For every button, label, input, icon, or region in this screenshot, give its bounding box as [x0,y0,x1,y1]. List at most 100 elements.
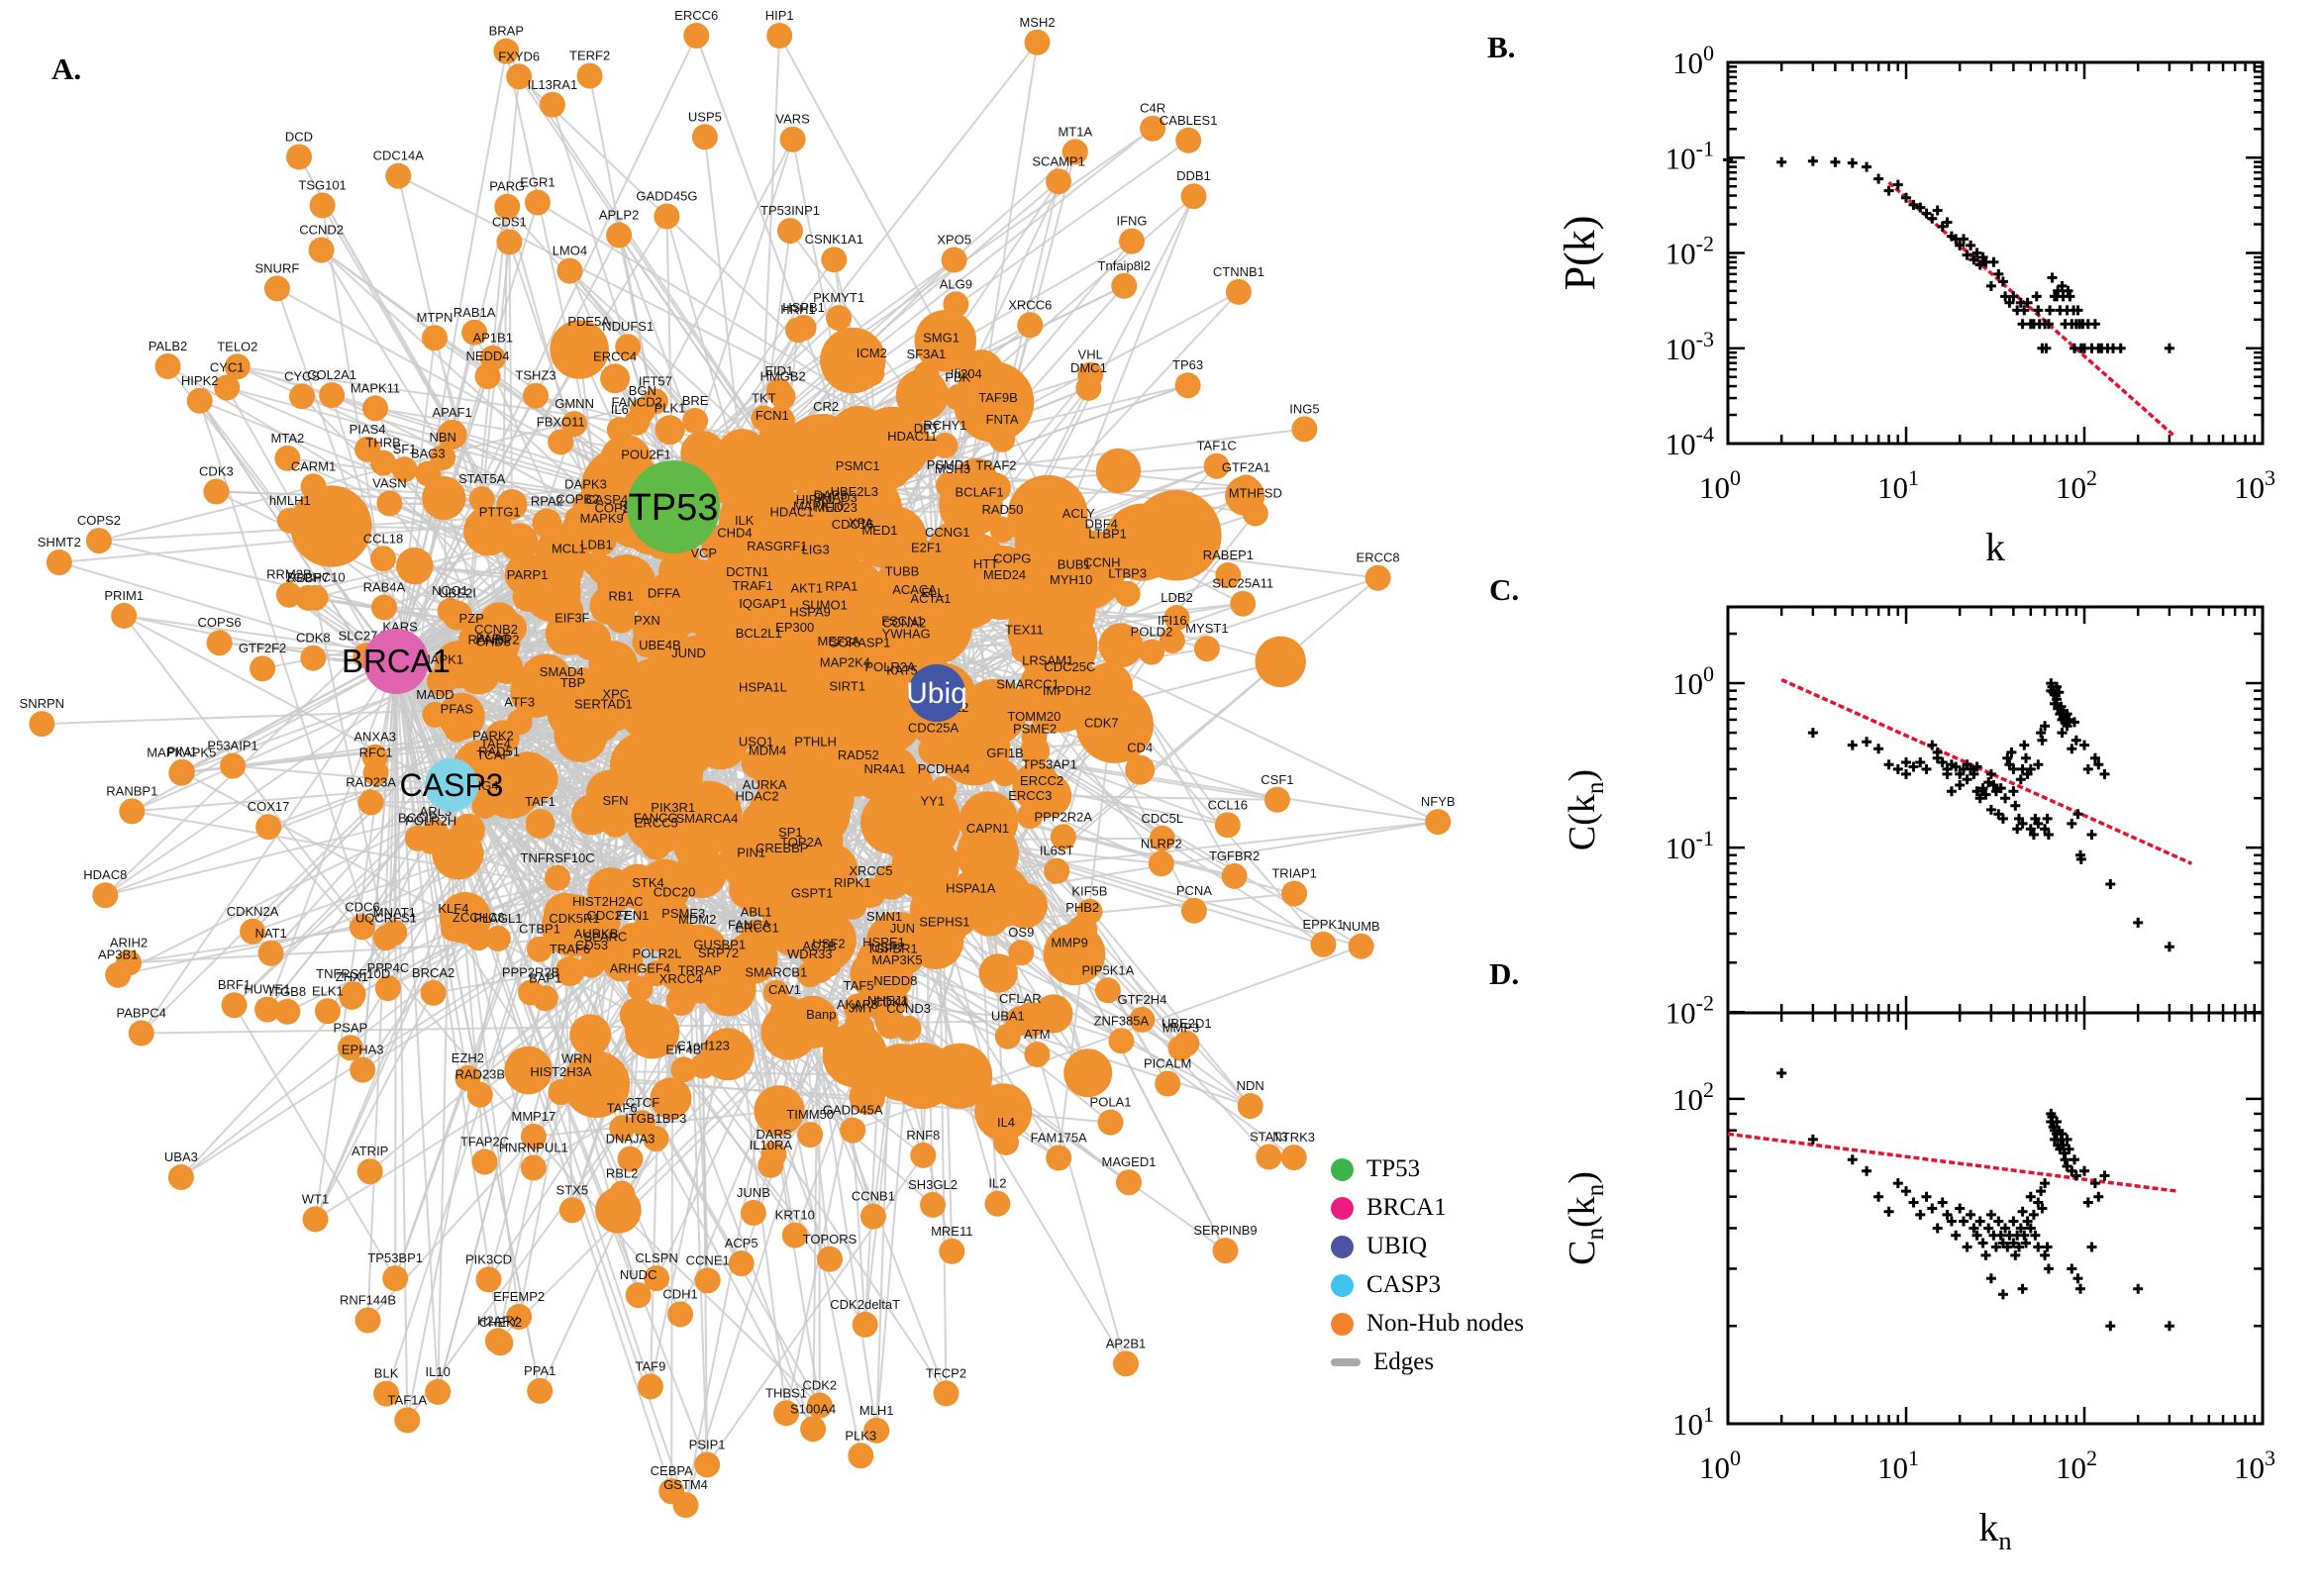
svg-text:TFAP2C: TFAP2C [460,1135,509,1149]
svg-text:SUMO1: SUMO1 [802,598,848,613]
svg-text:RCHY1: RCHY1 [923,418,966,433]
network-gene-labels: USF2ICM2CDC6COPS6COPS2COPS3BCCIPCCNB1CDK… [20,8,1456,1492]
svg-text:HTT: HTT [973,556,998,571]
svg-text:IL13RA1: IL13RA1 [528,77,578,92]
svg-text:IL10: IL10 [426,1364,451,1379]
svg-text:MSH2: MSH2 [1019,15,1055,30]
svg-text:XPC: XPC [602,687,629,702]
svg-text:CFLAR: CFLAR [999,991,1042,1006]
svg-text:UQCRFS1: UQCRFS1 [355,910,417,925]
svg-text:FNTA: FNTA [986,412,1019,427]
plot-panel-B: 100 101 102 103 100 10-1 10-2 10-3 10-4 k P(k) [1556,41,2275,569]
y-tick-label-C: 10-1 [1666,826,1714,865]
svg-text:PDE5A: PDE5A [567,314,610,329]
svg-text:LTBP1: LTBP1 [1088,527,1127,542]
svg-text:EFEMP2: EFEMP2 [493,1289,545,1304]
svg-text:BGN: BGN [629,383,656,398]
svg-text:NBN: NBN [429,430,455,445]
x-axis-label-D: kn [1978,1505,2011,1555]
svg-text:JUN: JUN [890,921,915,936]
svg-text:PARK2: PARK2 [472,729,514,744]
svg-text:CABLES1: CABLES1 [1160,113,1218,128]
y-tick-label-B: 10-1 [1666,136,1714,175]
svg-text:IFI16: IFI16 [1158,613,1187,628]
svg-text:MED23: MED23 [815,500,858,515]
svg-text:POLD2: POLD2 [1131,625,1173,640]
svg-text:CTNNB1: CTNNB1 [1213,264,1264,279]
svg-text:ZCCHC10: ZCCHC10 [286,570,346,585]
network-nonhub-nodes [29,23,1452,1519]
svg-text:RANBP2: RANBP2 [467,633,519,648]
svg-text:PZP: PZP [459,611,484,626]
svg-text:MYST1: MYST1 [1185,621,1228,636]
svg-text:ALG9: ALG9 [940,276,972,291]
svg-text:RAD52: RAD52 [838,748,879,762]
x-tick-label-B: 100 [1699,465,1741,505]
svg-text:JUNB: JUNB [737,1185,770,1200]
svg-text:CDC27: CDC27 [586,908,629,923]
svg-text:CYCS: CYCS [284,368,320,383]
hub-node-ubiq [908,664,965,722]
svg-text:PLK1: PLK1 [655,400,686,415]
svg-text:PPP4C: PPP4C [367,960,410,975]
fit-line-D [1727,1132,2177,1193]
svg-text:NDN: NDN [1237,1078,1264,1093]
svg-text:MAPKAPK5: MAPKAPK5 [147,746,216,760]
y-axis-label-C: C(kn) [1562,769,1609,850]
svg-text:RPA1: RPA1 [825,578,858,593]
svg-text:CDK2deltaT: CDK2deltaT [830,1297,900,1312]
svg-text:SNRPN: SNRPN [20,696,65,711]
svg-text:HNRNPUL1: HNRNPUL1 [499,1141,568,1155]
network-legend: TP53 BRCA1 UBIQ CASP3 Non-Hub nodes Edges [1331,1155,1524,1388]
svg-text:ACTA1: ACTA1 [910,591,951,606]
svg-text:MDM2: MDM2 [678,912,716,927]
svg-text:HRH1: HRH1 [780,302,815,317]
svg-text:IL4: IL4 [997,1115,1015,1130]
svg-text:KAT5: KAT5 [886,662,918,677]
svg-text:SF3A1: SF3A1 [907,347,947,361]
svg-text:COX17: COX17 [248,799,290,814]
svg-text:GSPT1: GSPT1 [791,886,834,901]
svg-text:UBE4B: UBE4B [639,638,681,652]
svg-text:XRCC4: XRCC4 [659,971,703,986]
legend-item-tp53: TP53 [1331,1155,1524,1182]
svg-text:TP53BP1: TP53BP1 [367,1250,423,1265]
svg-text:APAF1: APAF1 [432,405,471,420]
svg-text:TIMM50: TIMM50 [786,1107,834,1122]
y-tick-label-D: 102 [1672,1077,1714,1117]
svg-text:AKAP8: AKAP8 [837,997,878,1012]
svg-text:TSG101: TSG101 [298,178,346,193]
svg-text:SMARCC1: SMARCC1 [996,677,1060,692]
svg-text:CARM1: CARM1 [291,458,337,473]
svg-text:MT1A: MT1A [1058,124,1092,139]
svg-text:HDAC1: HDAC1 [770,504,814,519]
x-tick-label-D: 102 [2056,1446,2097,1485]
svg-text:MYH10: MYH10 [1050,572,1092,587]
svg-text:GADD45G: GADD45G [636,189,697,204]
svg-text:RAD23A: RAD23A [346,774,396,789]
svg-text:TAF1: TAF1 [525,794,556,809]
svg-text:ERCC2: ERCC2 [1020,773,1063,788]
svg-text:TSHZ3: TSHZ3 [515,368,556,383]
svg-text:ACP5: ACP5 [725,1236,758,1250]
svg-text:PIAS4: PIAS4 [350,422,386,437]
svg-text:UBE2L3: UBE2L3 [831,484,878,499]
svg-text:EGR1: EGR1 [520,175,555,190]
legend-node-swatch [1331,1196,1354,1220]
svg-text:ING5: ING5 [1289,401,1319,416]
svg-text:SMARCB1: SMARCB1 [745,965,807,980]
svg-text:GSTM4: GSTM4 [663,1477,708,1492]
svg-text:CHEK2: CHEK2 [479,1315,522,1330]
svg-text:THBS1: THBS1 [765,1385,807,1400]
y-tick-label-D: 101 [1672,1402,1714,1442]
svg-text:CDK2: CDK2 [802,1378,837,1393]
svg-text:CDK4: CDK4 [873,994,908,1009]
svg-text:SERTAD1: SERTAD1 [574,697,633,712]
svg-text:TGFBR2: TGFBR2 [1209,848,1260,863]
y-axis-label-D: Cn(kn) [1562,1171,1609,1265]
svg-text:PIM1: PIM1 [167,745,197,759]
svg-text:S100A4: S100A4 [790,1401,836,1416]
svg-text:STK4: STK4 [632,875,664,890]
svg-text:DPT: DPT [914,421,940,436]
svg-text:LTBP3: LTBP3 [1108,566,1147,581]
